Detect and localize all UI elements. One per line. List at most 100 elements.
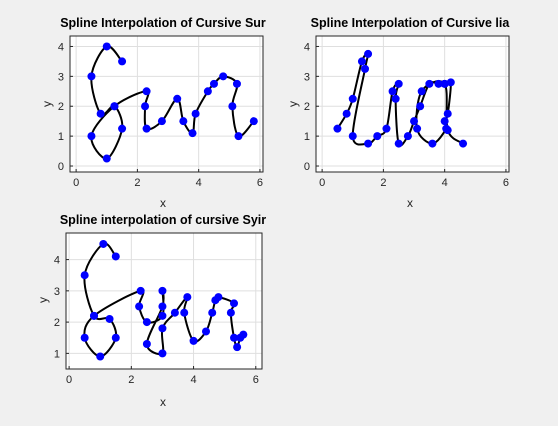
data-point [391, 94, 400, 103]
data-point [202, 327, 210, 336]
y-tick-label: 3 [54, 286, 60, 298]
y-tick-label: 2 [58, 101, 64, 113]
data-point [239, 330, 248, 339]
data-point [96, 109, 105, 118]
data-point [348, 132, 357, 141]
x-tick-label: 0 [66, 374, 72, 386]
data-point [440, 79, 449, 88]
data-point [348, 94, 357, 103]
data-point [105, 314, 114, 323]
y-tick-label: 1 [304, 131, 310, 143]
y-tick-label: 4 [304, 41, 310, 53]
data-point [142, 318, 151, 327]
data-point [208, 308, 217, 317]
data-point [234, 132, 243, 141]
data-point [102, 154, 111, 163]
data-point [158, 286, 167, 295]
data-point [158, 324, 167, 333]
data-point [142, 87, 151, 96]
data-point [440, 117, 449, 126]
data-point [403, 132, 412, 141]
data-point [417, 87, 426, 96]
data-point [459, 139, 468, 148]
data-point [209, 79, 218, 88]
data-point [170, 308, 179, 317]
chart-title: Spline Interpolation of Cursive Sur [60, 16, 266, 30]
y-tick-label: 4 [54, 255, 60, 267]
x-axis-label: x [160, 196, 166, 210]
data-point [96, 352, 105, 361]
y-axis-label: y [286, 101, 300, 107]
data-point [446, 78, 455, 87]
y-axis-label: y [40, 101, 54, 107]
data-point [233, 343, 242, 352]
chart-title: Spline interpolation of cursive Syir [60, 213, 266, 227]
data-point [99, 239, 108, 248]
x-tick-label: 6 [503, 177, 509, 189]
data-point [230, 333, 238, 342]
data-point [142, 339, 151, 348]
data-point [118, 57, 127, 66]
data-point [249, 117, 258, 126]
x-tick-label: 4 [190, 374, 196, 386]
y-tick-label: 1 [58, 131, 64, 143]
data-point [230, 299, 238, 308]
subplot-sur: Spline Interpolation of Cursive Sur x y … [40, 16, 266, 210]
data-point [416, 102, 425, 111]
data-point [428, 139, 437, 148]
x-tick-label: 0 [319, 177, 325, 189]
data-point [425, 79, 434, 88]
data-point [410, 117, 419, 126]
x-tick-label: 6 [253, 374, 259, 386]
data-point [158, 311, 167, 320]
chart-title: Spline Interpolation of Cursive lia [311, 16, 511, 30]
data-point [87, 72, 96, 81]
x-tick-label: 0 [73, 177, 79, 189]
data-point [90, 311, 98, 320]
x-tick-label: 2 [134, 177, 140, 189]
x-tick-label: 4 [196, 177, 202, 189]
subplot-syir: Spline interpolation of cursive Syir x y… [36, 213, 266, 409]
y-axis-label: y [36, 297, 50, 303]
data-point [188, 129, 197, 138]
data-point [413, 124, 422, 133]
x-tick-label: 2 [380, 177, 386, 189]
x-tick-label: 6 [257, 177, 263, 189]
data-point [228, 102, 237, 111]
data-point [80, 271, 89, 280]
data-point [110, 102, 119, 111]
axes-frame [65, 232, 263, 370]
data-point [111, 252, 120, 261]
data-point [333, 124, 342, 133]
data-point [158, 349, 167, 358]
data-point [357, 57, 366, 66]
subplot-lia: Spline Interpolation of Cursive lia x y … [286, 16, 510, 210]
data-point [180, 308, 189, 317]
y-tick-label: 2 [54, 317, 60, 329]
data-point [136, 286, 145, 295]
axes-frame [69, 35, 264, 173]
x-axis-label: x [160, 395, 166, 409]
y-tick-label: 3 [304, 71, 310, 83]
data-point [203, 87, 212, 96]
data-point [118, 124, 127, 133]
data-point [364, 49, 373, 58]
y-tick-label: 0 [304, 161, 310, 173]
data-point [342, 109, 351, 118]
data-point [434, 79, 443, 88]
y-tick-label: 2 [304, 101, 310, 113]
x-tick-label: 4 [442, 177, 448, 189]
data-point [183, 293, 192, 302]
data-point [141, 102, 150, 111]
plot-area [316, 36, 509, 172]
data-point [382, 124, 391, 133]
data-point [443, 109, 452, 118]
data-point [364, 139, 373, 148]
x-tick-label: 2 [128, 374, 134, 386]
y-tick-label: 4 [58, 41, 64, 53]
y-tick-label: 1 [54, 348, 60, 360]
data-point [158, 302, 167, 311]
data-point [219, 72, 228, 81]
data-point [102, 42, 111, 51]
